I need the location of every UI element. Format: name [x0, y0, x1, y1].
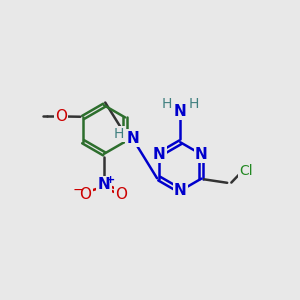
Text: H: H: [114, 127, 124, 141]
Text: Cl: Cl: [240, 164, 253, 178]
Text: −: −: [72, 183, 84, 197]
Text: N: N: [174, 183, 187, 198]
Text: H: H: [161, 97, 172, 111]
Text: N: N: [127, 130, 139, 146]
Text: H: H: [189, 97, 200, 111]
Text: +: +: [106, 175, 115, 185]
Text: O: O: [116, 187, 128, 202]
Text: N: N: [153, 147, 166, 162]
Text: O: O: [80, 187, 92, 202]
Text: N: N: [174, 103, 187, 118]
Text: N: N: [98, 178, 110, 193]
Text: N: N: [195, 147, 208, 162]
Text: O: O: [55, 109, 67, 124]
